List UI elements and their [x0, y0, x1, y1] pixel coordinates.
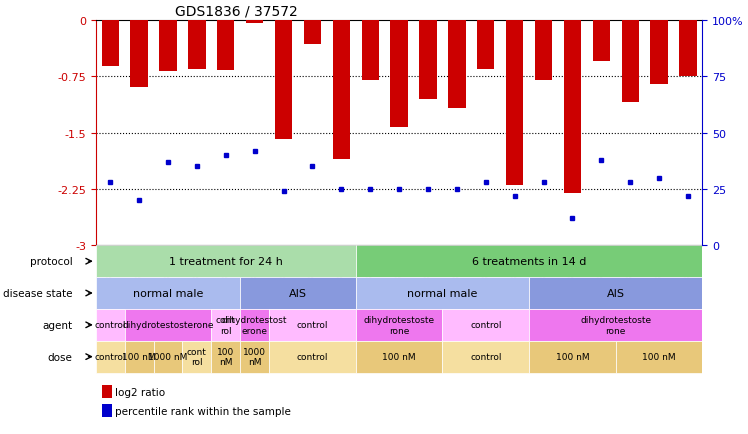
Text: AIS: AIS	[607, 288, 625, 298]
Bar	[96, 309, 125, 341]
Bar	[448, 21, 465, 109]
Bar	[564, 21, 581, 193]
Bar	[535, 21, 552, 81]
Bar	[477, 21, 494, 69]
Text: control: control	[94, 352, 126, 362]
Bar	[125, 309, 212, 341]
Bar	[356, 246, 702, 277]
Text: 6 treatments in 14 d: 6 treatments in 14 d	[472, 256, 586, 266]
Text: dose: dose	[48, 352, 73, 362]
Text: AIS: AIS	[289, 288, 307, 298]
Text: 100 nM: 100 nM	[643, 352, 676, 362]
Text: 100
nM: 100 nM	[217, 347, 234, 366]
Text: control: control	[470, 321, 502, 329]
Text: dihydrotestoste
rone: dihydrotestoste rone	[364, 316, 435, 335]
Bar	[96, 341, 125, 373]
Bar	[159, 21, 177, 72]
Bar	[130, 21, 148, 88]
Text: percentile rank within the sample: percentile rank within the sample	[114, 406, 290, 416]
Bar	[592, 21, 610, 62]
Bar	[679, 21, 696, 77]
Bar	[529, 277, 702, 309]
Text: control: control	[470, 352, 502, 362]
Bar	[356, 341, 443, 373]
Bar	[246, 21, 263, 24]
Text: log2 ratio: log2 ratio	[114, 387, 165, 397]
Text: 100 nM: 100 nM	[556, 352, 589, 362]
Bar	[96, 277, 240, 309]
Bar	[102, 404, 111, 417]
Text: protocol: protocol	[30, 256, 73, 266]
Bar	[356, 277, 529, 309]
Bar	[240, 341, 269, 373]
Text: agent: agent	[43, 320, 73, 330]
Text: dihydrotestosterone: dihydrotestosterone	[122, 321, 214, 329]
Bar	[651, 21, 668, 85]
Text: 1000 nM: 1000 nM	[148, 352, 188, 362]
Bar	[212, 341, 240, 373]
Bar	[529, 309, 702, 341]
Bar	[616, 341, 702, 373]
Text: normal male: normal male	[133, 288, 203, 298]
Bar	[212, 309, 240, 341]
Bar	[125, 341, 153, 373]
Bar	[102, 21, 119, 67]
Bar	[275, 21, 292, 139]
Bar	[102, 385, 111, 398]
Bar	[333, 21, 350, 159]
Bar	[183, 341, 212, 373]
Bar	[188, 21, 206, 70]
Bar	[269, 341, 356, 373]
Text: cont
rol: cont rol	[187, 347, 206, 366]
Bar	[443, 309, 529, 341]
Bar	[443, 341, 529, 373]
Text: 1 treatment for 24 h: 1 treatment for 24 h	[169, 256, 283, 266]
Bar	[420, 21, 437, 99]
Text: 100 nM: 100 nM	[122, 352, 156, 362]
Bar	[356, 309, 443, 341]
Bar	[529, 341, 616, 373]
Bar	[506, 21, 524, 186]
Text: control: control	[297, 321, 328, 329]
Bar	[361, 21, 379, 81]
Text: control: control	[94, 321, 126, 329]
Bar	[96, 246, 356, 277]
Bar	[240, 309, 269, 341]
Text: GDS1836 / 37572: GDS1836 / 37572	[174, 4, 298, 18]
Text: cont
rol: cont rol	[216, 316, 236, 335]
Bar	[622, 21, 639, 103]
Bar	[240, 277, 356, 309]
Bar	[304, 21, 321, 45]
Bar	[153, 341, 183, 373]
Text: disease state: disease state	[3, 288, 73, 298]
Text: control: control	[297, 352, 328, 362]
Text: normal male: normal male	[407, 288, 478, 298]
Bar	[217, 21, 234, 71]
Text: dihydrotestost
erone: dihydrotestost erone	[222, 316, 287, 335]
Text: 100 nM: 100 nM	[382, 352, 416, 362]
Text: 1000
nM: 1000 nM	[243, 347, 266, 366]
Bar	[269, 309, 356, 341]
Bar	[390, 21, 408, 128]
Text: dihydrotestoste
rone: dihydrotestoste rone	[580, 316, 652, 335]
